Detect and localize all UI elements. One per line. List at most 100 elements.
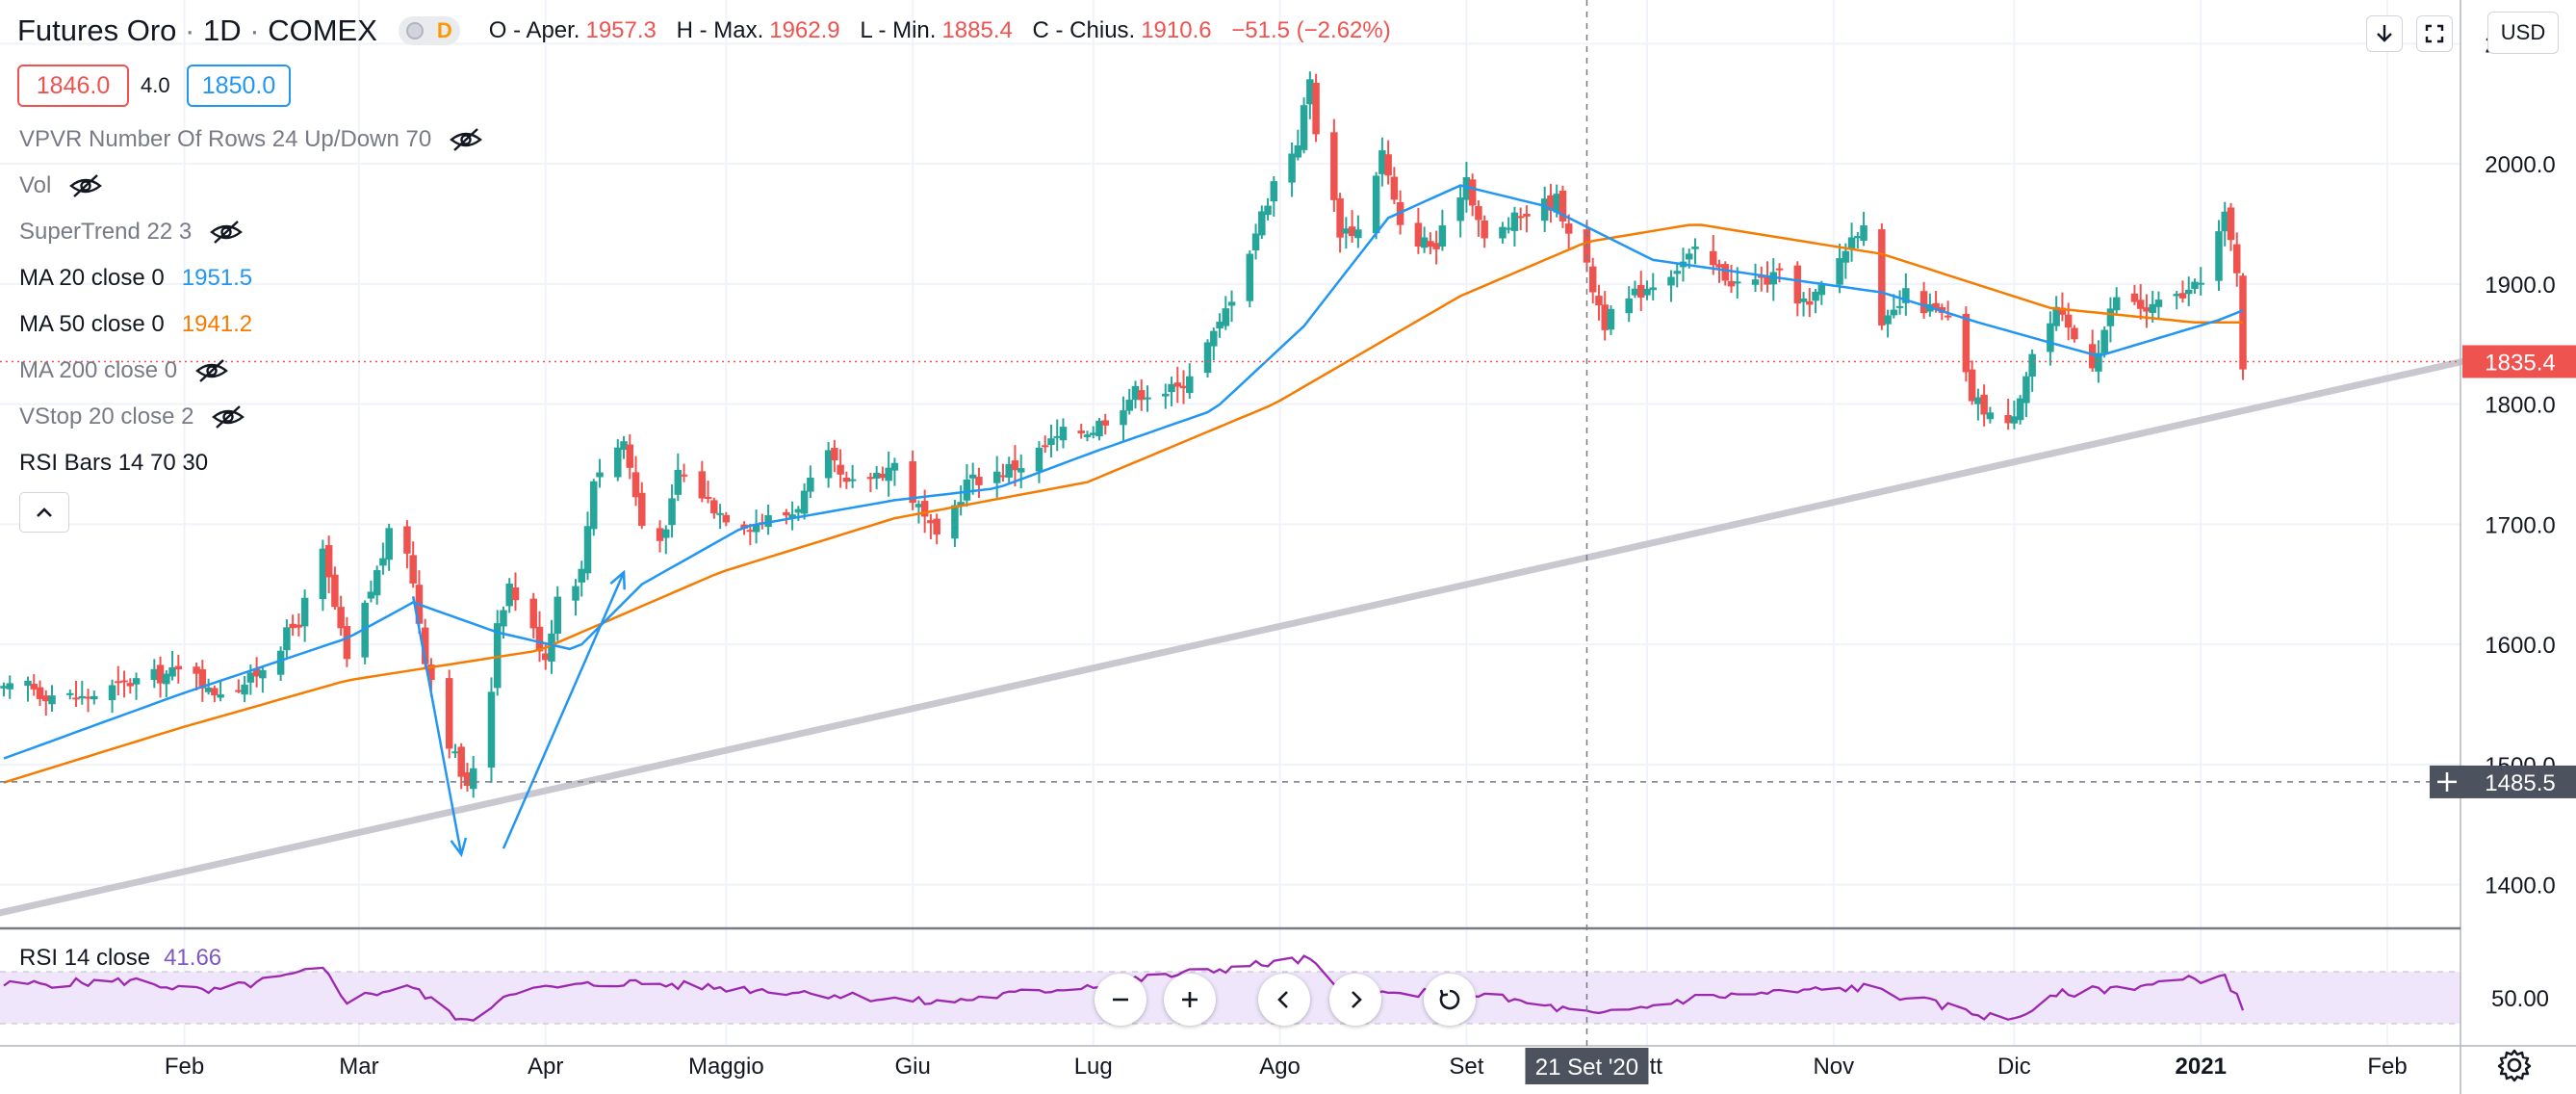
- symbol-name[interactable]: Futures Oro: [17, 13, 177, 47]
- candle-body: [963, 479, 971, 501]
- price-tick-label: 2000.0: [2485, 152, 2555, 178]
- candle-body: [638, 492, 646, 526]
- candle-body: [583, 526, 592, 574]
- moving-averages-layer: [3, 184, 2244, 784]
- candle-body: [319, 548, 327, 600]
- candle-body: [1059, 427, 1068, 441]
- collapse-legend-button[interactable]: [19, 492, 69, 533]
- candle-body: [951, 505, 959, 539]
- candle-body: [2232, 244, 2241, 274]
- eye-off-icon[interactable]: [68, 172, 103, 199]
- candle-body: [403, 526, 411, 554]
- candle-body: [1636, 284, 1645, 298]
- indicator-vstop[interactable]: VStop 20 close 2: [19, 404, 245, 430]
- candle-body: [36, 687, 44, 699]
- gear-icon[interactable]: [2495, 1046, 2534, 1084]
- eye-off-icon[interactable]: [209, 219, 244, 246]
- candle-body: [1179, 385, 1188, 389]
- candle-body: [1144, 397, 1151, 400]
- candle-body: [445, 678, 453, 749]
- zoom-in-button[interactable]: [1164, 974, 1216, 1026]
- indicator-label: SuperTrend 22 3: [19, 219, 193, 245]
- candle-body: [596, 472, 604, 478]
- indicator-vol[interactable]: Vol: [19, 172, 103, 199]
- candle-body: [168, 666, 176, 677]
- candle-body: [631, 472, 640, 498]
- candle-body: [1227, 301, 1236, 306]
- candle-body: [752, 524, 760, 533]
- candle-body: [1216, 322, 1224, 329]
- candle-body: [1120, 410, 1127, 426]
- candle-body: [837, 464, 844, 475]
- eye-off-icon[interactable]: [449, 126, 483, 153]
- indicator-label: VPVR Number Of Rows 24 Up/Down 70: [19, 126, 432, 152]
- indicator-rsi-bars[interactable]: RSI Bars 14 70 30: [19, 450, 208, 477]
- candle-body: [156, 664, 165, 684]
- candle-body: [1842, 250, 1850, 263]
- chart-grid: [0, 0, 2460, 1046]
- indicator-ma50[interactable]: MA 50 close 0 1941.2: [19, 311, 252, 338]
- time-tick-label: Feb: [165, 1054, 204, 1080]
- price-tick-label: 1900.0: [2485, 273, 2555, 299]
- candle-body: [421, 627, 429, 664]
- candle-body: [2064, 314, 2073, 328]
- scroll-left-button[interactable]: [1258, 974, 1310, 1026]
- interval-label[interactable]: 1D: [202, 13, 242, 47]
- download-button[interactable]: [2366, 15, 2403, 52]
- candle-body: [1847, 237, 1856, 249]
- candle-body: [1836, 258, 1843, 285]
- indicator-vpvr[interactable]: VPVR Number Of Rows 24 Up/Down 70: [19, 126, 483, 153]
- candle-body: [2227, 207, 2235, 241]
- candle-body: [211, 688, 219, 695]
- candle-body: [1505, 227, 1512, 230]
- buy-button[interactable]: 1850.0: [187, 65, 291, 107]
- crosshair-price-label: 1485.5: [2485, 770, 2555, 796]
- market-status-badge[interactable]: D: [398, 16, 460, 45]
- candle-body: [1649, 287, 1657, 291]
- sell-button[interactable]: 1846.0: [17, 65, 129, 107]
- eye-off-icon[interactable]: [194, 357, 229, 384]
- candle-body: [1968, 369, 1976, 402]
- candle-body: [1288, 153, 1296, 183]
- candle-body: [1895, 305, 1904, 308]
- scroll-right-button[interactable]: [1329, 974, 1381, 1026]
- indicator-ma200[interactable]: MA 200 close 0: [19, 357, 229, 384]
- candle-body: [385, 528, 393, 560]
- candle-body: [1384, 154, 1392, 176]
- candle-body: [1378, 150, 1386, 174]
- eye-off-icon[interactable]: [211, 404, 245, 430]
- rsi-band: [0, 972, 2460, 1024]
- candle-body: [1775, 268, 1784, 271]
- market-badge-letter: D: [436, 18, 452, 42]
- indicator-ma20[interactable]: MA 20 close 0 1951.5: [19, 265, 252, 292]
- candle-body: [1035, 447, 1043, 472]
- candle-body: [115, 681, 122, 684]
- candle-body: [2143, 307, 2151, 312]
- candle-body: [2191, 281, 2199, 290]
- candle-body: [241, 684, 248, 695]
- candle-body: [217, 694, 224, 698]
- candle-body: [2004, 415, 2012, 424]
- scroll-right-icon: [1352, 991, 1362, 1008]
- rsi-legend[interactable]: RSI 14 close 41.66: [19, 945, 221, 972]
- candle-body: [1125, 400, 1134, 411]
- zoom-out-button[interactable]: [1095, 974, 1146, 1026]
- reset-chart-button[interactable]: [1424, 974, 1476, 1026]
- currency-selector[interactable]: USD: [2487, 12, 2559, 54]
- annotation-arrow-down-head: [450, 837, 468, 858]
- candle-body: [1047, 438, 1055, 446]
- fullscreen-button[interactable]: [2416, 15, 2453, 52]
- reset-icon: [1439, 989, 1460, 1010]
- candle-body: [1427, 241, 1434, 247]
- candle-body: [6, 683, 14, 690]
- indicator-supertrend[interactable]: SuperTrend 22 3: [19, 219, 244, 246]
- time-tick-label: 2021: [2176, 1054, 2227, 1080]
- close-value: 1910.6: [1141, 17, 1212, 43]
- candle-body: [927, 520, 935, 524]
- candle-body: [1673, 271, 1681, 274]
- candle-body: [590, 481, 598, 530]
- candle-body: [920, 501, 929, 517]
- candle-body: [824, 450, 833, 479]
